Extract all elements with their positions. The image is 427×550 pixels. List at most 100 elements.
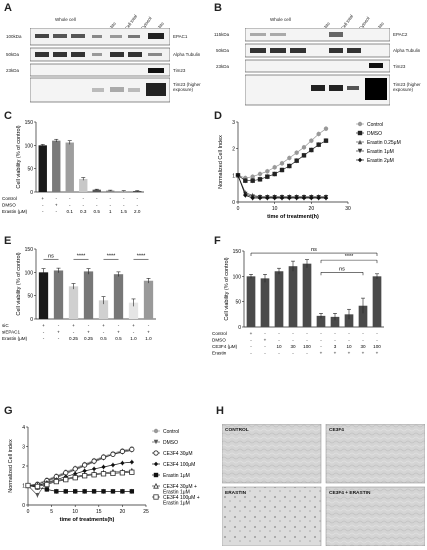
x-tick-label: 0	[27, 509, 30, 515]
data-point	[301, 195, 307, 201]
band-label: Alpha Tubulin	[173, 52, 201, 57]
data-point	[265, 195, 270, 201]
condition-value: -	[42, 203, 44, 208]
data-point	[129, 489, 135, 494]
legend-label: DMSO	[367, 131, 382, 137]
data-point	[63, 489, 68, 494]
condition-value: -	[362, 338, 364, 343]
data-point	[257, 171, 263, 177]
condition-value: 100	[373, 344, 381, 349]
data-point	[100, 454, 107, 460]
data-point	[316, 195, 321, 201]
x-tick-label: 0	[237, 206, 240, 212]
panel-label: G	[4, 405, 13, 417]
condition-value: -	[362, 331, 364, 336]
data-point	[250, 178, 255, 183]
x-tick-label: 10	[272, 206, 278, 212]
data-point	[272, 171, 277, 177]
row-label: Control	[2, 196, 17, 201]
micrograph-label: CONTROL	[225, 427, 249, 433]
data-point	[301, 145, 307, 150]
condition-value: -	[376, 331, 378, 336]
data-point	[272, 195, 277, 201]
series-line	[237, 140, 327, 182]
condition-value: -	[109, 203, 111, 208]
kda-label: 23kDa	[6, 68, 20, 73]
condition-value: 0.3	[80, 209, 87, 214]
condition-value: -	[278, 351, 280, 356]
legend-label: Erastin 1μM	[367, 149, 394, 155]
x-tick-label: 15	[96, 509, 102, 515]
condition-value: 0.1	[67, 209, 74, 214]
condition-value: -	[82, 196, 84, 201]
x-tick-label: 20	[309, 206, 315, 212]
row-label: Erastin (μM)	[2, 336, 28, 341]
condition-value: +	[250, 331, 253, 336]
condition-value: +	[320, 351, 323, 356]
condition-value: 1.0	[145, 336, 152, 341]
y-tick-label: 2	[232, 147, 235, 153]
data-point	[44, 481, 50, 488]
y-tick-label: 150	[233, 249, 242, 255]
y-tick-label: 100	[25, 143, 34, 149]
y-tick-label: 100	[25, 270, 34, 276]
bar	[106, 190, 115, 192]
row-label: DMSO	[212, 338, 226, 343]
condition-value: -	[43, 336, 45, 341]
condition-value: -	[109, 196, 111, 201]
data-point	[250, 195, 255, 201]
data-point	[110, 462, 116, 468]
x-axis-label: time of treatments(h)	[60, 517, 115, 523]
legend-marker	[153, 461, 159, 467]
condition-value: -	[88, 323, 90, 328]
data-point	[323, 126, 329, 131]
y-tick-label: 3	[232, 120, 235, 126]
y-tick-label: 0	[30, 190, 33, 196]
data-point	[316, 131, 321, 137]
chart-g: 0 1 2 3 4 Normalized Cell index 0 5 10 15 20 25 time…	[8, 425, 200, 523]
bar	[79, 178, 88, 192]
bar	[38, 272, 49, 319]
data-point	[110, 489, 116, 494]
micrograph-label: ERASTIN	[225, 490, 247, 496]
significance-label: ****	[107, 253, 116, 259]
condition-value: 10	[346, 344, 352, 349]
legend-label: Erastin 1μM	[163, 490, 190, 496]
y-tick-label: 50	[235, 300, 241, 306]
data-point	[235, 173, 241, 178]
data-point	[120, 460, 125, 466]
condition-value: -	[43, 330, 45, 335]
condition-value: +	[102, 323, 105, 328]
condition-value: 1	[109, 209, 112, 214]
panel-b: B Whole cell Mito Cell total Cytosol Mit…	[210, 0, 427, 110]
data-point	[279, 161, 285, 166]
data-point	[101, 464, 106, 470]
data-point	[301, 153, 307, 158]
legend-marker	[153, 450, 159, 456]
data-point	[243, 178, 248, 183]
condition-value: 30	[290, 344, 296, 349]
condition-value: +	[348, 351, 351, 356]
band-label: Tim23	[393, 64, 406, 69]
data-point	[279, 195, 285, 201]
condition-value: +	[41, 196, 44, 201]
data-point	[82, 489, 87, 494]
data-point	[72, 466, 78, 472]
panel-label: D	[214, 110, 222, 122]
legend-marker	[153, 472, 159, 478]
condition-value: +	[334, 351, 337, 356]
condition-value: -	[292, 331, 294, 336]
condition-value: 0.5	[100, 336, 107, 341]
bar	[358, 305, 368, 327]
y-tick-label: 4	[22, 425, 25, 431]
row-label: Erastin (μM)	[2, 209, 28, 214]
panel-label: A	[4, 2, 12, 14]
condition-value: -	[348, 338, 350, 343]
condition-value: +	[132, 323, 135, 328]
legend-marker	[153, 428, 159, 434]
bar	[113, 274, 124, 319]
condition-value: -	[96, 196, 98, 201]
y-tick-label: 0	[232, 200, 235, 206]
legend-marker	[357, 121, 363, 127]
